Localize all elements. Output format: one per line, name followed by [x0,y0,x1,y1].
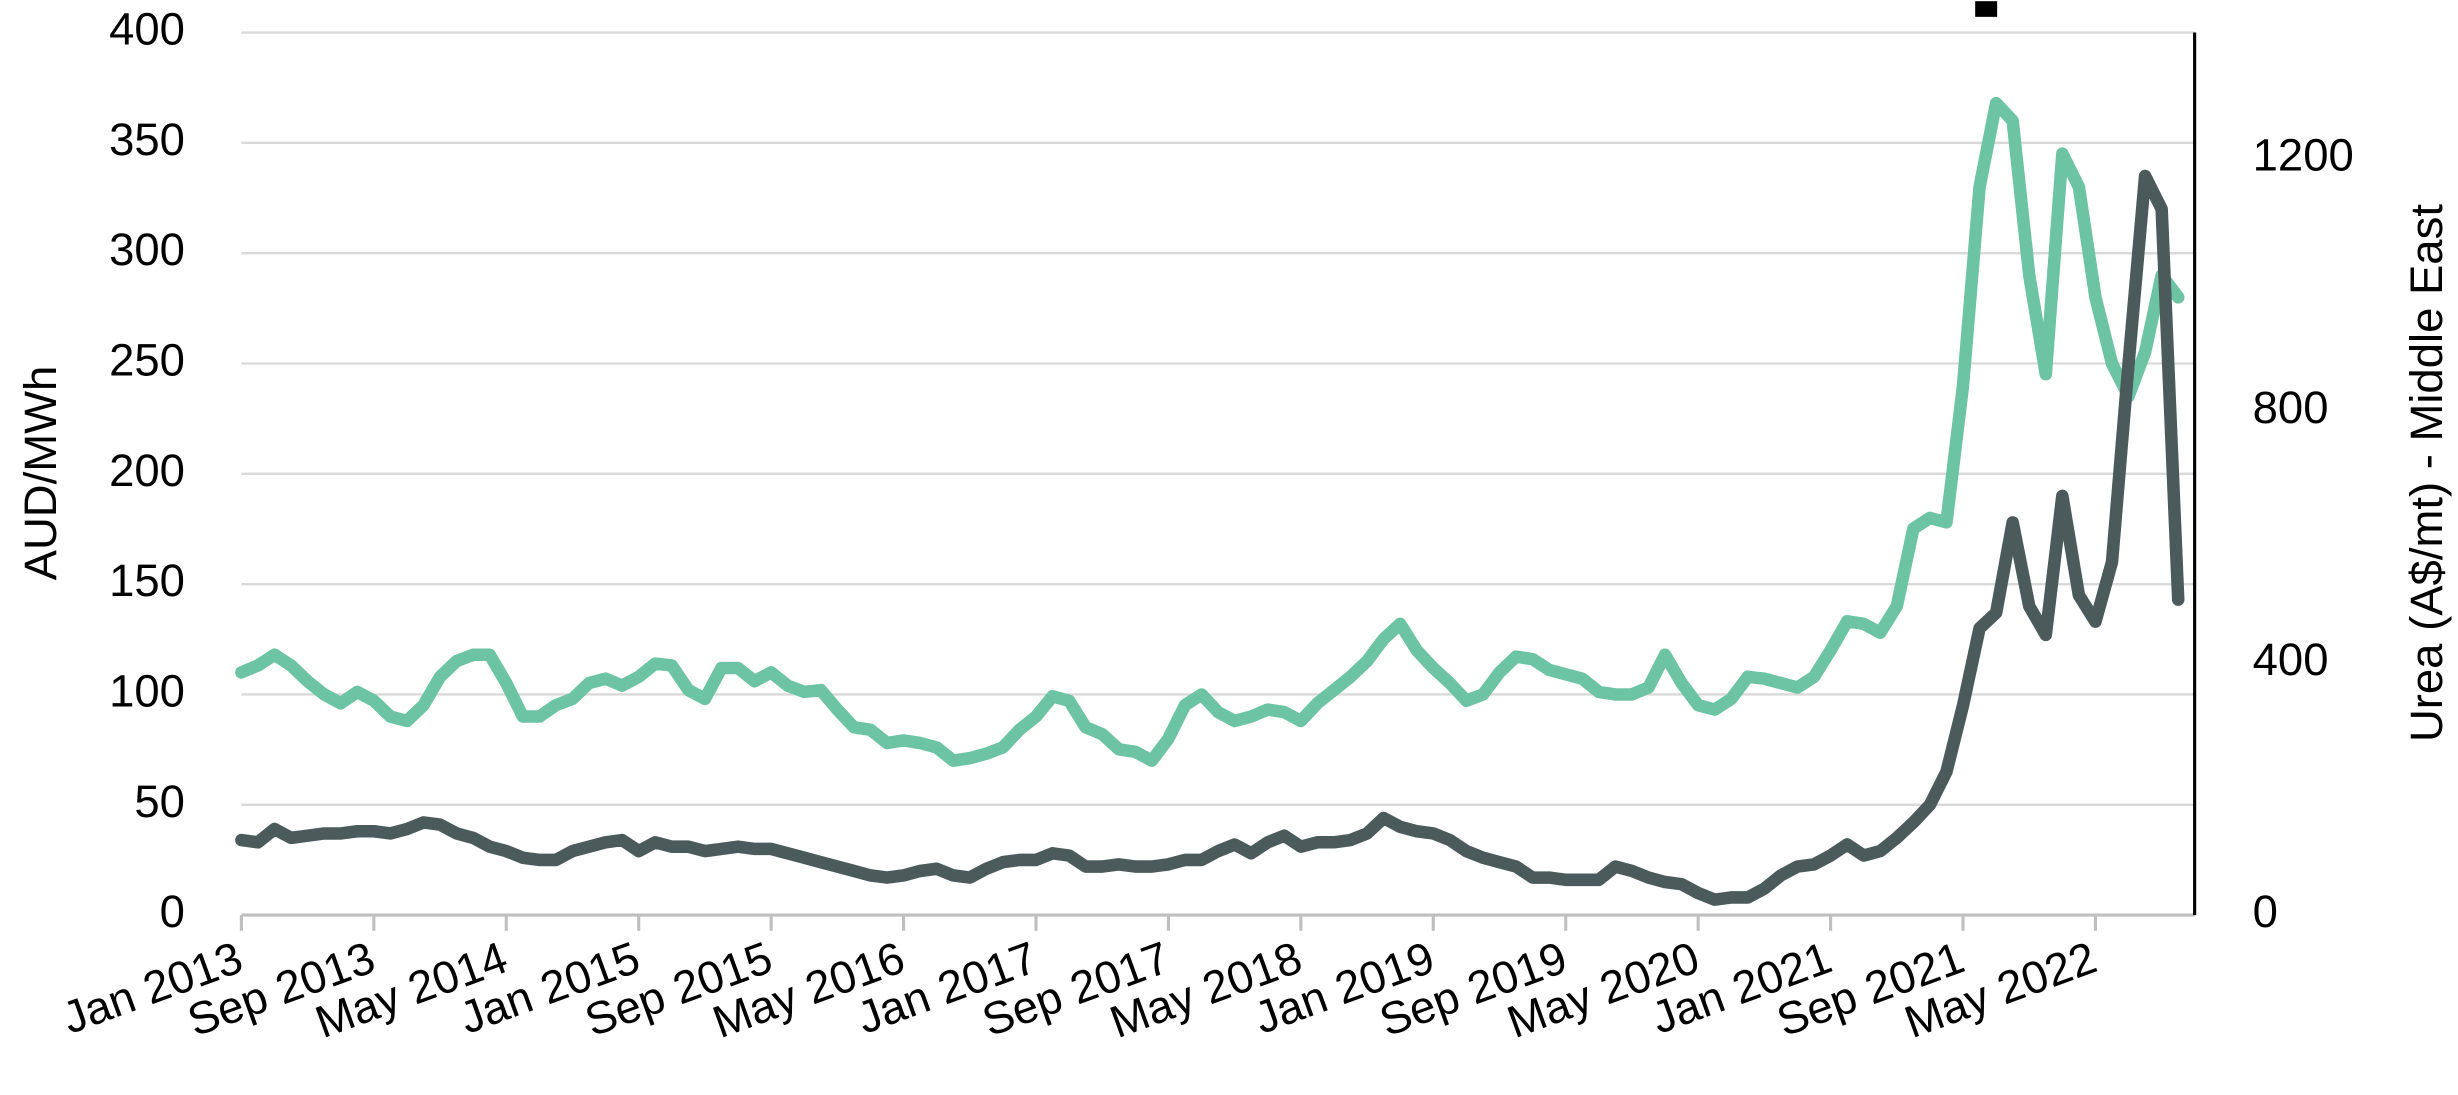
y-axis-label: AUD/MWh [15,366,66,581]
y2-tick-label: 0 [2253,886,2278,937]
y-tick-label: 250 [109,335,185,386]
y-tick-label: 0 [160,886,185,937]
y-tick-label: 300 [109,224,185,275]
y2-axis-label: Urea (A$/mt) - Middle East [2401,204,2452,742]
y-tick-label: 350 [109,114,185,165]
series-line [235,169,2185,906]
y2-tick-label: 400 [2253,634,2329,685]
y-tick-label: 200 [109,445,185,496]
y2-tick-label: 1200 [2253,130,2354,181]
y-tick-label: 150 [109,555,185,606]
series-line [235,96,2185,767]
y2-tick-label: 800 [2253,382,2329,433]
y-tick-label: 100 [109,665,185,716]
marker [1975,1,1998,17]
y-tick-label: 50 [134,776,185,827]
y-tick-label: 400 [109,4,185,55]
